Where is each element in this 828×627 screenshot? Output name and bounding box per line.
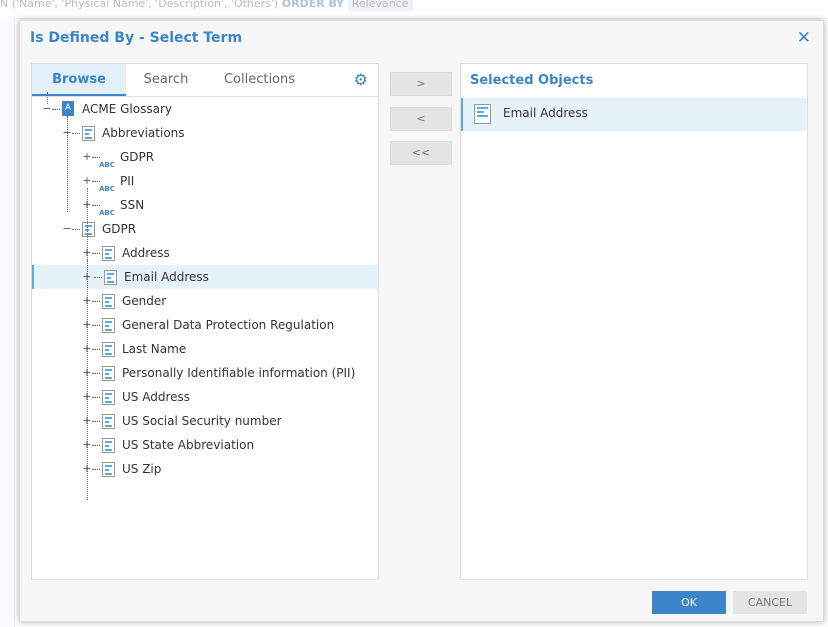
tree-connector [92, 469, 100, 470]
tree-node[interactable]: + US State Abbreviation [32, 433, 378, 457]
tree-connector [92, 421, 100, 422]
term-icon [104, 270, 117, 285]
tree-node-label: US Zip [122, 462, 162, 476]
selected-panel: Selected Objects Email Address [460, 63, 808, 580]
tree-connector [72, 229, 80, 230]
remove-all-button[interactable]: << [390, 141, 452, 165]
cancel-button[interactable]: CANCEL [733, 591, 807, 614]
select-term-dialog: Is Defined By - Select Term ✕ Browse Sea… [19, 20, 824, 622]
tree-connector [72, 133, 80, 134]
background-divider [0, 18, 828, 19]
term-icon [102, 366, 115, 381]
tree-node[interactable]: + ABC GDPR [32, 145, 378, 169]
tree-node-label: PII [120, 174, 135, 188]
tree-node-label: US State Abbreviation [122, 438, 255, 452]
tree-connector [92, 349, 100, 350]
term-icon [102, 438, 115, 453]
gear-icon[interactable]: ⚙ [353, 70, 368, 89]
tree-node[interactable]: + ABC PII [32, 169, 378, 193]
query-text: N ('Name', 'Physical Name', 'Description… [0, 0, 279, 10]
expand-icon[interactable]: + [82, 150, 92, 163]
tree-node[interactable]: − A ACME Glossary [32, 97, 378, 121]
term-icon [102, 342, 115, 357]
tree-node-label: Last Name [122, 342, 187, 356]
tab-bar: Browse Search Collections ⚙ [32, 64, 378, 97]
selected-item-label: Email Address [503, 106, 588, 120]
background-query: N ('Name', 'Physical Name', 'Description… [0, 0, 413, 11]
term-icon [82, 222, 95, 237]
selected-objects-header: Selected Objects [470, 73, 594, 88]
tree-node-label: Address [122, 246, 170, 260]
browse-panel: Browse Search Collections ⚙ − A ACME Gloss… [31, 63, 379, 580]
term-icon [102, 462, 115, 477]
remove-button[interactable]: < [390, 107, 452, 131]
selected-item[interactable]: Email Address [461, 98, 807, 131]
tree-node-label: Personally Identifiable information (PII… [122, 366, 356, 380]
ok-button[interactable]: OK [652, 591, 726, 614]
term-icon [474, 104, 491, 124]
tree-guide [67, 116, 68, 212]
tree-node[interactable]: + General Data Protection Regulation [32, 313, 378, 337]
tree-node-label: Abbreviations [102, 126, 185, 140]
abbreviation-icon: ABC [99, 209, 115, 217]
relevance-chip: Relevance [347, 0, 413, 11]
collapse-icon[interactable]: − [42, 102, 52, 115]
tree-connector [92, 397, 100, 398]
expand-icon[interactable]: + [82, 174, 92, 187]
tree-node[interactable]: + US Social Security number [32, 409, 378, 433]
collapse-icon[interactable]: − [62, 222, 72, 235]
tree-node[interactable]: + ABC SSN [32, 193, 378, 217]
tree-node-label: SSN [120, 198, 145, 212]
tree-node[interactable]: + US Address [32, 385, 378, 409]
tree-connector [92, 253, 100, 254]
tree-node[interactable]: + Personally Identifiable information (PI… [32, 361, 378, 385]
tree-connector [92, 301, 100, 302]
tree-node-label: US Address [122, 390, 191, 404]
term-icon [102, 294, 115, 309]
term-icon [82, 126, 95, 141]
tree-connector [52, 109, 60, 110]
tree-node[interactable]: + US Zip [32, 457, 378, 481]
tab-search[interactable]: Search [143, 72, 189, 87]
tab-collections[interactable]: Collections [223, 72, 296, 87]
background-sidebar [0, 18, 15, 627]
tree-node-label: GDPR [120, 150, 155, 164]
add-button[interactable]: > [390, 72, 452, 96]
tab-browse[interactable]: Browse [32, 64, 126, 96]
tree-connector [92, 181, 100, 182]
tree-connector [94, 277, 102, 278]
tree-node[interactable]: − Abbreviations [32, 121, 378, 145]
tree-guide [47, 92, 48, 104]
abbreviation-icon: ABC [99, 185, 115, 193]
tree-guide [87, 260, 88, 500]
tree-node-label: US Social Security number [122, 414, 282, 428]
tree-node[interactable]: + Address [32, 241, 378, 265]
term-icon [102, 390, 115, 405]
term-icon [102, 414, 115, 429]
tree-connector [92, 157, 100, 158]
tree-connector [92, 373, 100, 374]
tree-node[interactable]: − GDPR [32, 217, 378, 241]
tree-node-label: ACME Glossary [82, 102, 172, 116]
order-by-keyword: ORDER BY [281, 0, 345, 10]
term-icon [102, 246, 115, 261]
glossary-icon: A [62, 101, 74, 116]
term-icon [102, 318, 115, 333]
tree-node-label: Email Address [124, 270, 209, 284]
close-icon[interactable]: ✕ [796, 28, 811, 48]
abbreviation-icon: ABC [99, 161, 115, 169]
dialog-title: Is Defined By - Select Term [30, 30, 243, 46]
tree-connector [92, 325, 100, 326]
tree-node-label: General Data Protection Regulation [122, 318, 335, 332]
tree-node[interactable]: + Last Name [32, 337, 378, 361]
tree-node[interactable]: + Gender [32, 289, 378, 313]
tree-node-label: Gender [122, 294, 167, 308]
tree-connector [92, 205, 100, 206]
tree-node[interactable]: + Email Address [32, 265, 378, 289]
tree-guide [87, 188, 88, 260]
tree-node-label: GDPR [102, 222, 137, 236]
tree-connector [92, 445, 100, 446]
